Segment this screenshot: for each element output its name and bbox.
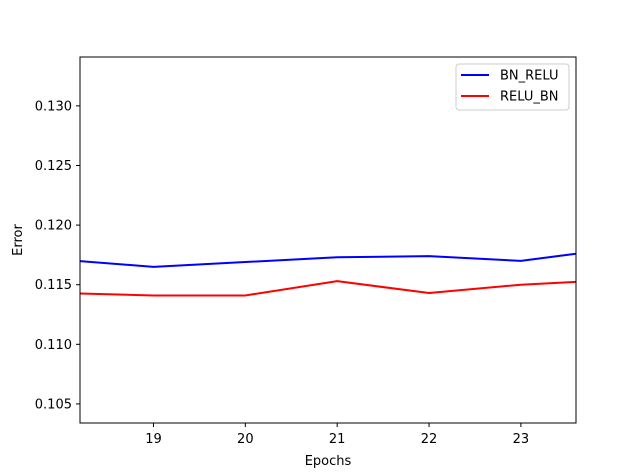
y-tick-label: 0.130 bbox=[35, 99, 72, 114]
x-tick-label: 22 bbox=[421, 432, 438, 447]
y-tick-label: 0.115 bbox=[35, 278, 72, 293]
x-tick-label: 21 bbox=[329, 432, 346, 447]
plot-area bbox=[80, 252, 576, 297]
y-axis-label: Error bbox=[11, 224, 26, 256]
x-axis-label: Epochs bbox=[305, 454, 352, 469]
x-tick-label: 19 bbox=[145, 432, 162, 447]
y-tick-label: 0.110 bbox=[35, 338, 72, 353]
y-tick-label: 0.125 bbox=[35, 159, 72, 174]
legend-label-bn-relu: BN_RELU bbox=[500, 69, 559, 84]
x-tick-label: 20 bbox=[237, 432, 254, 447]
y-tick-label: 0.120 bbox=[35, 219, 72, 234]
legend: BN_RELU RELU_BN bbox=[455, 63, 570, 111]
axes: 19 20 21 22 23 0.105 0.110 0.115 0.120 0.125 0.130… bbox=[11, 56, 577, 469]
y-tick-label: 0.105 bbox=[35, 397, 72, 412]
series-lines bbox=[80, 252, 576, 297]
legend-label-relu-bn: RELU_BN bbox=[500, 90, 559, 105]
axes-frame bbox=[79, 56, 577, 424]
x-tick-label: 23 bbox=[513, 432, 530, 447]
series-line-relu-bn bbox=[80, 280, 576, 297]
series-line-bn-relu bbox=[80, 252, 576, 268]
